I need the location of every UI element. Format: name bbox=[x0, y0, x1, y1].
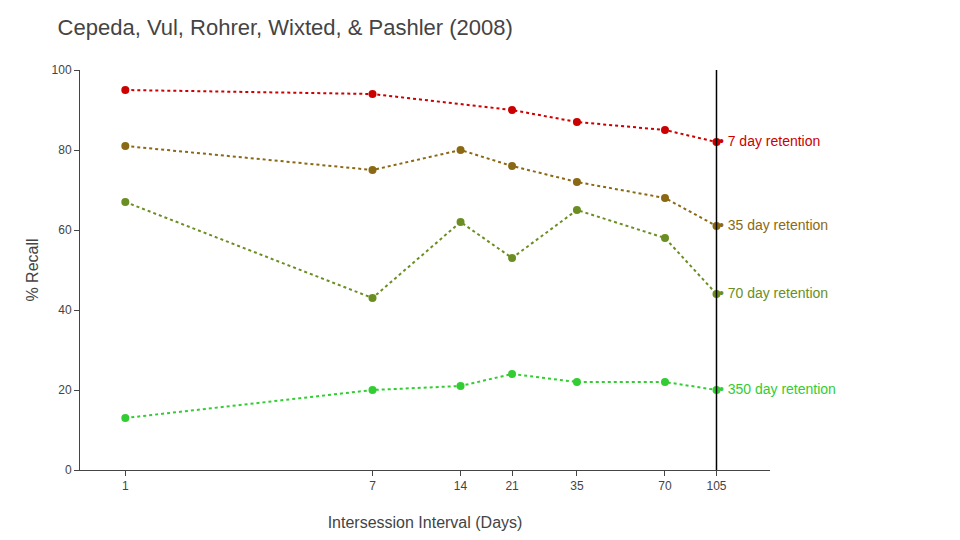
svg-text:% Recall: % Recall bbox=[24, 238, 41, 301]
svg-text:105: 105 bbox=[706, 479, 726, 493]
svg-text:• 7 day retention: • 7 day retention bbox=[719, 133, 820, 149]
svg-text:0: 0 bbox=[65, 463, 72, 477]
svg-text:20: 20 bbox=[58, 383, 72, 397]
svg-text:7: 7 bbox=[369, 479, 376, 493]
svg-text:1: 1 bbox=[122, 479, 129, 493]
svg-text:70: 70 bbox=[658, 479, 672, 493]
svg-text:• 350 day retention: • 350 day retention bbox=[719, 381, 836, 397]
svg-text:60: 60 bbox=[58, 223, 72, 237]
svg-text:35: 35 bbox=[570, 479, 584, 493]
svg-text:• 70 day retention: • 70 day retention bbox=[719, 285, 828, 301]
svg-text:100: 100 bbox=[52, 63, 72, 77]
svg-text:14: 14 bbox=[454, 479, 468, 493]
svg-text:21: 21 bbox=[505, 479, 519, 493]
svg-text:Cepeda, Vul, Rohrer, Wixted, &: Cepeda, Vul, Rohrer, Wixted, & Pashler (… bbox=[58, 15, 513, 40]
svg-text:40: 40 bbox=[58, 303, 72, 317]
svg-text:• 35 day retention: • 35 day retention bbox=[719, 217, 828, 233]
svg-text:Intersession Interval (Days): Intersession Interval (Days) bbox=[328, 514, 523, 531]
svg-text:80: 80 bbox=[58, 143, 72, 157]
